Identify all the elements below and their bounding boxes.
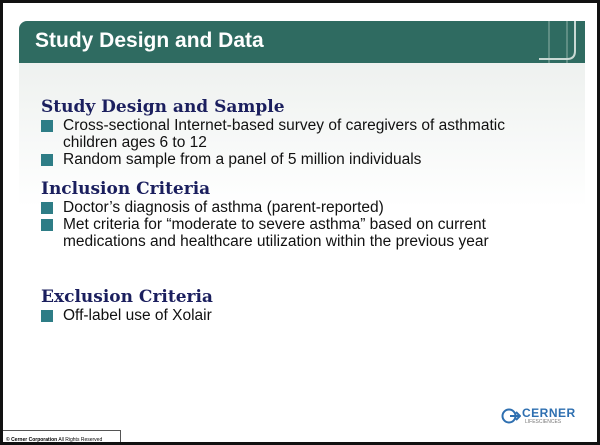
section: Inclusion Criteria Doctor’s diagnosis of… xyxy=(41,179,561,250)
copyright: © Cerner Corporation All Rights Reserved xyxy=(3,430,121,443)
logo-icon xyxy=(501,408,521,424)
bullet: Off-label use of Xolair xyxy=(41,307,561,324)
section: Exclusion Criteria Off-label use of Xola… xyxy=(41,287,561,324)
bullet: Doctor’s diagnosis of asthma (parent-rep… xyxy=(41,199,561,216)
title-bar: Study Design and Data xyxy=(19,21,585,63)
logo-subtext: LIFESCIENCES xyxy=(525,419,562,425)
logo-text: CERNER xyxy=(522,406,576,420)
bullet: Random sample from a panel of 5 million … xyxy=(41,151,561,168)
section-heading: Study Design and Sample xyxy=(41,97,285,117)
slide-title: Study Design and Data xyxy=(35,29,264,52)
bullet: Cross-sectional Internet-based survey of… xyxy=(41,117,561,151)
copyright-bold: © Cerner Corporation xyxy=(6,437,58,443)
copyright-rest: All Rights Reserved xyxy=(58,437,103,443)
title-decoration xyxy=(539,21,576,63)
bullet: Met criteria for “moderate to severe ast… xyxy=(41,216,561,250)
section: Study Design and Sample Cross-sectional … xyxy=(41,97,561,168)
section-heading: Inclusion Criteria xyxy=(41,179,211,199)
content: Study Design and Sample Cross-sectional … xyxy=(19,63,585,423)
section-heading: Exclusion Criteria xyxy=(41,287,213,307)
